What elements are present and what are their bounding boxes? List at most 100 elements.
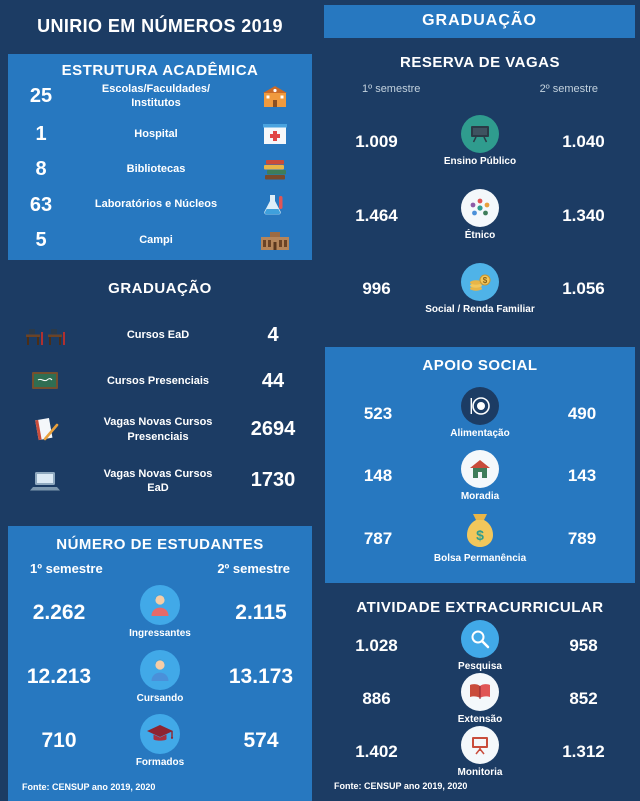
table-row: 2.262 Ingressantes 2.115 — [14, 585, 306, 640]
semester-1-value: 1.402 — [355, 742, 398, 762]
laboratory-icon — [244, 194, 306, 216]
atividade-rows: 1.028 Pesquisa 958 886 — [332, 619, 628, 779]
stat-label: Étnico — [464, 230, 496, 242]
section-apoio-social: APOIO SOCIAL 523 Alimentação 490 148 — [325, 346, 635, 583]
apoio-rows: 523 Alimentação 490 148 — [335, 378, 625, 575]
semester-1-value: 523 — [363, 403, 393, 423]
semester-1-value: 2.262 — [32, 600, 86, 624]
row-center: Pesquisa — [421, 619, 539, 673]
table-row: Vagas Novas Cursos Presenciais 2694 — [12, 415, 308, 444]
graduation-cap-icon — [140, 713, 180, 754]
stat-label: Cursos Presenciais — [106, 374, 210, 387]
laptop-icon — [12, 471, 78, 491]
section-title: ESTRUTURA ACADÊMICA — [61, 62, 259, 79]
classroom-desks-icon — [12, 324, 78, 346]
table-row: Cursos Presenciais 44 — [12, 370, 308, 393]
stat-label: Cursando — [136, 692, 184, 704]
semester-1-value: 710 — [41, 729, 77, 753]
semester-2-value: 958 — [569, 636, 598, 656]
semester-2-header: 2º semestre — [217, 561, 290, 576]
semester-2-value: 852 — [569, 689, 598, 709]
section-title: APOIO SOCIAL — [422, 356, 538, 374]
chalkboard-icon — [12, 371, 78, 391]
table-row: 12.213 Cursando 13.173 — [14, 649, 306, 705]
row-center: $ Bolsa Permanência — [421, 512, 539, 565]
source-note: Fonte: CENSUP ano 2019, 2020 — [334, 780, 468, 791]
table-row: 1.028 Pesquisa 958 — [332, 619, 628, 673]
left-column: UNIRIO EM NÚMEROS 2019 ESTRUTURA ACADÊMI… — [0, 15, 320, 801]
table-row: 25 Escolas/Faculdades/ Institutos — [14, 83, 306, 111]
semester-1-header: 1º semestre — [30, 561, 103, 576]
table-row: 1.009 Ensino Público 1.040 — [332, 115, 628, 168]
section-estrutura-academica: ESTRUTURA ACADÊMICA 25 Escolas/Faculdade… — [8, 54, 312, 260]
stat-label: Campi — [139, 233, 173, 246]
section-title: ATIVIDADE EXTRACURRICULAR — [356, 598, 604, 616]
section-graduacao-left: GRADUAÇÃO Cursos EaD 4 Cursos Presenciai… — [0, 266, 320, 522]
semester-1-value: 996 — [362, 279, 391, 299]
row-center: Monitoria — [421, 725, 539, 779]
row-center: Extensão — [421, 672, 539, 726]
section-title: NÚMERO DE ESTUDANTES — [56, 536, 264, 553]
semester-2-value: 490 — [567, 403, 597, 423]
table-row: 1.464 Étnico 1.340 — [332, 189, 628, 242]
table-row: 710 Formados 574 — [14, 713, 306, 769]
table-row: Cursos EaD 4 — [12, 324, 308, 347]
table-row: 8 Bibliotecas — [14, 158, 306, 181]
table-row: 996 $ Social / Renda Familiar 1.056 — [332, 262, 628, 316]
stat-value: 44 — [261, 369, 285, 392]
stat-label: Alimentação — [450, 428, 510, 440]
stat-value: 63 — [29, 193, 53, 216]
table-row: 148 Moradia 143 — [335, 449, 625, 503]
semester-headers: 1º semestre 2º semestre — [332, 75, 628, 95]
table-row: Vagas Novas Cursos EaD 1730 — [12, 467, 308, 496]
estrutura-rows: 25 Escolas/Faculdades/ Institutos 1 Hosp… — [14, 83, 306, 252]
stat-value: 2694 — [250, 418, 296, 441]
page-title: UNIRIO EM NÚMEROS 2019 — [37, 15, 283, 36]
semester-2-value: 2.115 — [235, 600, 287, 624]
semester-2-value: 574 — [243, 729, 279, 753]
stat-value: 1730 — [250, 469, 296, 492]
open-book-icon — [461, 672, 499, 711]
semester-2-value: 1.340 — [562, 205, 605, 225]
stat-label: Ensino Público — [443, 156, 517, 168]
stat-label: Bolsa Permanência — [433, 553, 527, 565]
row-center: Alimentação — [421, 387, 539, 440]
stat-label: Monitoria — [457, 766, 503, 778]
stat-value: 4 — [267, 323, 279, 346]
ethnic-people-icon — [461, 189, 499, 228]
semester-1-value: 1.464 — [355, 205, 398, 225]
campus-icon — [244, 231, 306, 251]
table-row: 1 Hospital — [14, 123, 306, 146]
semester-1-value: 886 — [362, 689, 391, 709]
stat-label: Cursos EaD — [126, 329, 190, 342]
row-center: Moradia — [421, 449, 539, 503]
semester-1-value: 148 — [363, 466, 393, 486]
section-title: RESERVA DE VAGAS — [400, 53, 560, 71]
stat-value: 25 — [29, 85, 53, 108]
notebook-pen-icon — [12, 417, 78, 443]
house-icon — [461, 449, 499, 488]
stat-label: Vagas Novas Cursos Presenciais — [103, 416, 213, 443]
section-atividade-extracurricular: ATIVIDADE EXTRACURRICULAR 1.028 Pesquisa… — [320, 587, 640, 801]
semester-2-value: 1.312 — [562, 742, 605, 762]
semester-2-value: 789 — [567, 528, 597, 548]
stat-label: Pesquisa — [458, 660, 502, 672]
semester-1-header: 1º semestre — [362, 82, 421, 95]
svg-text:$: $ — [483, 276, 488, 285]
semester-1-value: 1.028 — [355, 636, 398, 656]
semester-1-value: 1.009 — [355, 131, 398, 151]
semester-headers: 1º semestre 2º semestre — [14, 557, 306, 576]
student-icon — [140, 649, 180, 690]
semester-2-header: 2º semestre — [539, 82, 598, 95]
row-center: Ensino Público — [421, 115, 539, 168]
school-icon — [244, 85, 306, 108]
section-reserva-de-vagas: RESERVA DE VAGAS 1º semestre 2º semestre… — [320, 38, 640, 343]
row-center: Cursando — [104, 649, 216, 705]
semester-2-value: 1.056 — [562, 279, 605, 299]
table-row: 5 Campi — [14, 229, 306, 252]
stat-label: Formados — [135, 756, 185, 768]
stat-label: Vagas Novas Cursos EaD — [103, 467, 213, 494]
stat-value: 5 — [35, 229, 47, 251]
stat-label: Social / Renda Familiar — [425, 303, 535, 315]
